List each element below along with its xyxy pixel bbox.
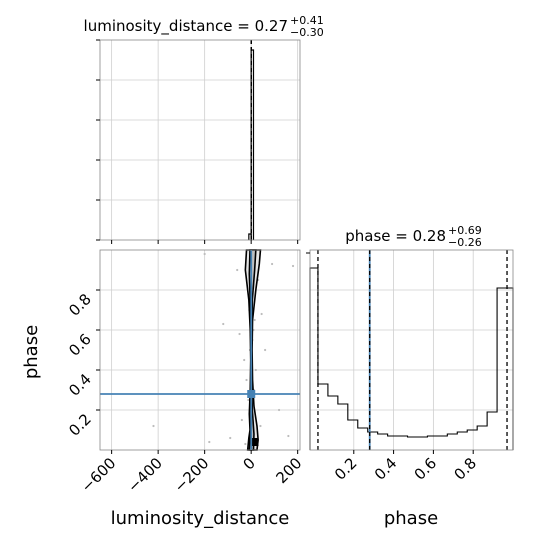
luminosity-distance-hist-frame xyxy=(99,39,301,241)
jd-scatter-point-0 xyxy=(152,424,155,428)
phase-hist-bars xyxy=(309,267,514,450)
jd-scatter-point-20 xyxy=(264,348,267,352)
joint-ticks: −600 −400 −200 0 200 0.2 0.4 0.6 0.8 xyxy=(65,289,306,496)
ph-xtick-label-2: 0.6 xyxy=(411,454,441,484)
luminosity-distance-x-axis-label: luminosity_distance xyxy=(111,508,290,529)
phase-hist-ticks: 0.2 0.4 0.6 0.8 xyxy=(306,252,480,484)
luminosity-distance-title-sub: −0.30 xyxy=(290,26,324,39)
phase-title-sub: −0.26 xyxy=(448,236,482,249)
jd-xtick-label-1: −400 xyxy=(124,454,166,496)
phase-title-sup: +0.69 xyxy=(448,224,482,237)
luminosity-distance-title: luminosity_distance = 0.27 xyxy=(84,17,288,36)
joint-scatter-panel: −600 −400 −200 0 200 0.2 0.4 0.6 0.8 luminosity_… xyxy=(21,249,306,529)
joint-frame xyxy=(99,249,301,451)
luminosity-distance-hist-grid xyxy=(100,40,300,240)
jd-ytick-label-3: 0.8 xyxy=(65,290,95,320)
jd-scatter-point-4 xyxy=(229,436,232,440)
jd-scatter-point-24 xyxy=(291,264,295,268)
joint-truth-lines xyxy=(100,250,300,450)
joint-scatter-points xyxy=(152,252,295,446)
jd-scatter-point-3 xyxy=(222,322,225,326)
jd-scatter-point-7 xyxy=(245,378,248,382)
phase-histogram-panel: 0.2 0.4 0.6 0.8 phase = 0.28 +0.69 −0.26 ph… xyxy=(306,224,514,529)
phase-y-axis-label: phase xyxy=(21,325,42,379)
ph-xtick-label-0: 0.2 xyxy=(331,454,361,484)
jd-scatter-point-5 xyxy=(236,268,239,272)
luminosity-distance-title-sup: +0.41 xyxy=(290,14,324,27)
jd-ytick-label-0: 0.2 xyxy=(65,410,95,440)
jd-scatter-point-1 xyxy=(203,252,206,256)
phase-hist-frame xyxy=(309,249,514,451)
jd-scatter-point-23 xyxy=(287,434,290,438)
jd-xtick-label-3: 0 xyxy=(240,454,259,473)
jd-scatter-point-22 xyxy=(277,408,281,412)
jd-scatter-point-6 xyxy=(243,358,246,362)
jd-truth-marker xyxy=(247,390,256,398)
phase-hist-grid xyxy=(310,250,513,450)
jd-scatter-point-21 xyxy=(270,262,274,266)
jd-scatter-point-25 xyxy=(240,418,243,422)
jd-ytick-label-2: 0.6 xyxy=(65,330,95,360)
jd-scatter-point-2 xyxy=(208,440,211,444)
phase-x-axis-label: phase xyxy=(384,508,438,529)
jd-xtick-label-2: −200 xyxy=(171,454,213,496)
ph-xtick-label-3: 0.8 xyxy=(450,454,480,484)
jd-density-peak xyxy=(250,438,259,446)
phase-title: phase = 0.28 xyxy=(345,227,446,245)
jd-scatter-point-15 xyxy=(247,398,250,402)
luminosity-distance-histogram-panel: luminosity_distance = 0.27 +0.41 −0.30 xyxy=(84,14,324,244)
jd-xtick-label-0: −600 xyxy=(78,454,120,496)
luminosity-distance-hist-ticks xyxy=(96,39,299,244)
jd-scatter-point-29 xyxy=(238,332,241,336)
jd-scatter-point-17 xyxy=(254,368,257,372)
jd-scatter-point-19 xyxy=(259,424,262,428)
jd-scatter-point-27 xyxy=(244,442,247,446)
jd-xtick-label-4: 200 xyxy=(273,454,306,487)
jd-scatter-point-12 xyxy=(253,318,256,322)
phase-quantile-lines xyxy=(317,250,508,450)
jd-scatter-point-28 xyxy=(260,312,263,316)
jd-ytick-label-1: 0.4 xyxy=(65,370,95,400)
joint-grid xyxy=(100,250,300,450)
ph-xtick-label-1: 0.4 xyxy=(371,454,401,484)
ph-hist-steps xyxy=(309,267,514,450)
